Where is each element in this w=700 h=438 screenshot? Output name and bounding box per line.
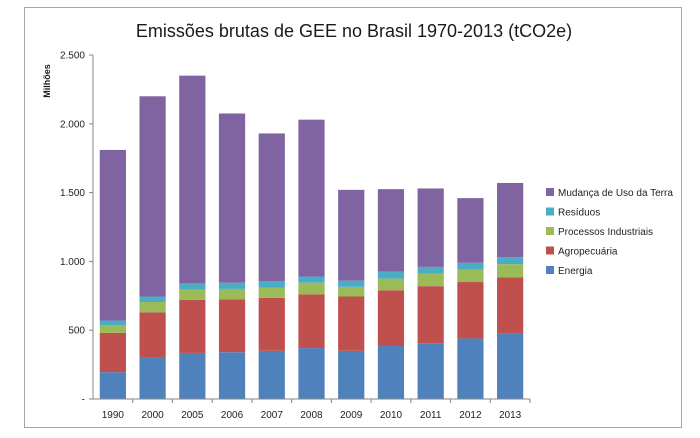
chart-title: Emissões brutas de GEE no Brasil 1970-20… bbox=[136, 21, 572, 41]
bar-segment-processos-industriais bbox=[338, 286, 365, 297]
bar-segment-mudan-a-de-uso-da-terra bbox=[139, 96, 166, 297]
bar-segment-processos-industriais bbox=[377, 278, 405, 291]
bar-segment-energia bbox=[377, 346, 405, 399]
bar-segment-res-duos bbox=[258, 281, 285, 288]
x-tick-label: 2005 bbox=[181, 410, 204, 421]
legend-label: Resíduos bbox=[558, 208, 600, 219]
x-tick-label: 2011 bbox=[420, 410, 442, 421]
bar-segment-energia bbox=[417, 343, 444, 399]
bar-segment-mudan-a-de-uso-da-terra bbox=[497, 182, 524, 258]
y-tick-label: 500 bbox=[68, 326, 85, 337]
bar-segment-processos-industriais bbox=[139, 301, 166, 313]
x-axis-ticks: 1990 2000 2005 2006 2007 2008 2009 2010 2011 2012… bbox=[102, 399, 531, 421]
bar-segment-agropecu-ria bbox=[338, 296, 365, 351]
bar-segment-mudan-a-de-uso-da-terra bbox=[179, 75, 206, 284]
bar-segment-energia bbox=[218, 352, 246, 399]
bar-segment-res-duos bbox=[497, 257, 524, 265]
legend-label: Energia bbox=[558, 266, 593, 277]
bar-segment-agropecu-ria bbox=[497, 277, 524, 334]
bar-segment-mudan-a-de-uso-da-terra bbox=[218, 113, 246, 283]
y-axis-ticks: - 500 1.000 1.500 2.000 2.500 bbox=[60, 51, 93, 406]
bar-segment-agropecu-ria bbox=[139, 312, 166, 358]
x-tick-label: 2008 bbox=[300, 410, 323, 421]
bar-segment-res-duos bbox=[457, 262, 484, 270]
x-tick-label: 2007 bbox=[261, 410, 284, 421]
bar-segment-energia bbox=[139, 357, 166, 399]
bar-segment-agropecu-ria bbox=[258, 297, 285, 351]
bar-segment-mudan-a-de-uso-da-terra bbox=[338, 189, 365, 281]
bar-segment-mudan-a-de-uso-da-terra bbox=[298, 119, 325, 277]
bar-segment-agropecu-ria bbox=[417, 286, 444, 344]
chart-svg: Emissões brutas de GEE no Brasil 1970-20… bbox=[42, 21, 673, 421]
legend-label: Processos Industriais bbox=[558, 227, 653, 238]
bar-segment-processos-industriais bbox=[179, 289, 206, 300]
bar-segment-energia bbox=[298, 348, 325, 399]
bar-segment-mudan-a-de-uso-da-terra bbox=[99, 149, 126, 321]
bar-segment-processos-industriais bbox=[258, 287, 285, 298]
x-tick-label: 2013 bbox=[499, 410, 522, 421]
bar-segment-processos-industriais bbox=[298, 282, 325, 295]
legend-swatch bbox=[546, 188, 554, 196]
bar-segment-mudan-a-de-uso-da-terra bbox=[457, 198, 484, 263]
bar-segment-res-duos bbox=[179, 283, 206, 290]
bars-group bbox=[99, 75, 524, 399]
bar-segment-energia bbox=[258, 350, 285, 399]
bar-segment-mudan-a-de-uso-da-terra bbox=[258, 133, 285, 282]
bar-segment-processos-industriais bbox=[457, 269, 484, 283]
y-tick-label: - bbox=[82, 395, 85, 406]
legend-swatch bbox=[546, 246, 554, 255]
bar-segment-agropecu-ria bbox=[377, 290, 405, 347]
y-tick-label: 2.000 bbox=[60, 119, 85, 130]
legend-swatch bbox=[546, 227, 554, 235]
bar-segment-processos-industriais bbox=[99, 325, 126, 333]
bar-segment-energia bbox=[457, 338, 484, 399]
bar-segment-res-duos bbox=[338, 280, 365, 287]
x-tick-label: 2006 bbox=[221, 410, 244, 421]
legend-label: Mudança de Uso da Terra bbox=[558, 188, 673, 199]
bar-segment-res-duos bbox=[139, 296, 166, 302]
bar-segment-processos-industriais bbox=[497, 264, 524, 278]
bar-segment-agropecu-ria bbox=[457, 282, 484, 339]
bar-segment-agropecu-ria bbox=[218, 299, 246, 353]
bar-segment-energia bbox=[338, 350, 365, 399]
x-tick-label: 1990 bbox=[102, 410, 125, 421]
y-tick-label: 2.500 bbox=[60, 51, 85, 62]
bar-segment-mudan-a-de-uso-da-terra bbox=[417, 188, 444, 267]
x-tick-label: 2010 bbox=[380, 410, 403, 421]
y-axis-label: Milhões bbox=[42, 64, 52, 98]
legend-label: Agropecuária bbox=[558, 247, 618, 258]
bar-segment-res-duos bbox=[377, 271, 405, 279]
y-tick-label: 1.000 bbox=[60, 257, 85, 268]
bar-segment-res-duos bbox=[298, 276, 325, 283]
x-tick-label: 2000 bbox=[141, 410, 164, 421]
bar-segment-agropecu-ria bbox=[179, 299, 206, 353]
x-tick-label: 2012 bbox=[459, 410, 482, 421]
bar-segment-mudan-a-de-uso-da-terra bbox=[377, 189, 405, 272]
legend-swatch bbox=[546, 266, 554, 274]
bar-segment-res-duos bbox=[99, 320, 126, 326]
bar-segment-res-duos bbox=[417, 266, 444, 274]
y-tick-label: 1.500 bbox=[60, 188, 85, 199]
bar-segment-energia bbox=[179, 352, 206, 399]
legend: Mudança de Uso da Terra Resíduos Processos… bbox=[546, 188, 673, 277]
chart-frame: Emissões brutas de GEE no Brasil 1970-20… bbox=[24, 7, 682, 428]
bar-segment-energia bbox=[99, 372, 126, 399]
x-tick-label: 2009 bbox=[340, 410, 363, 421]
bar-segment-energia bbox=[497, 333, 524, 399]
bar-segment-agropecu-ria bbox=[99, 332, 126, 373]
bar-segment-agropecu-ria bbox=[298, 294, 325, 349]
bar-segment-res-duos bbox=[218, 282, 246, 289]
bar-segment-processos-industriais bbox=[417, 273, 444, 287]
legend-swatch bbox=[546, 207, 554, 216]
bar-segment-processos-industriais bbox=[218, 288, 246, 300]
